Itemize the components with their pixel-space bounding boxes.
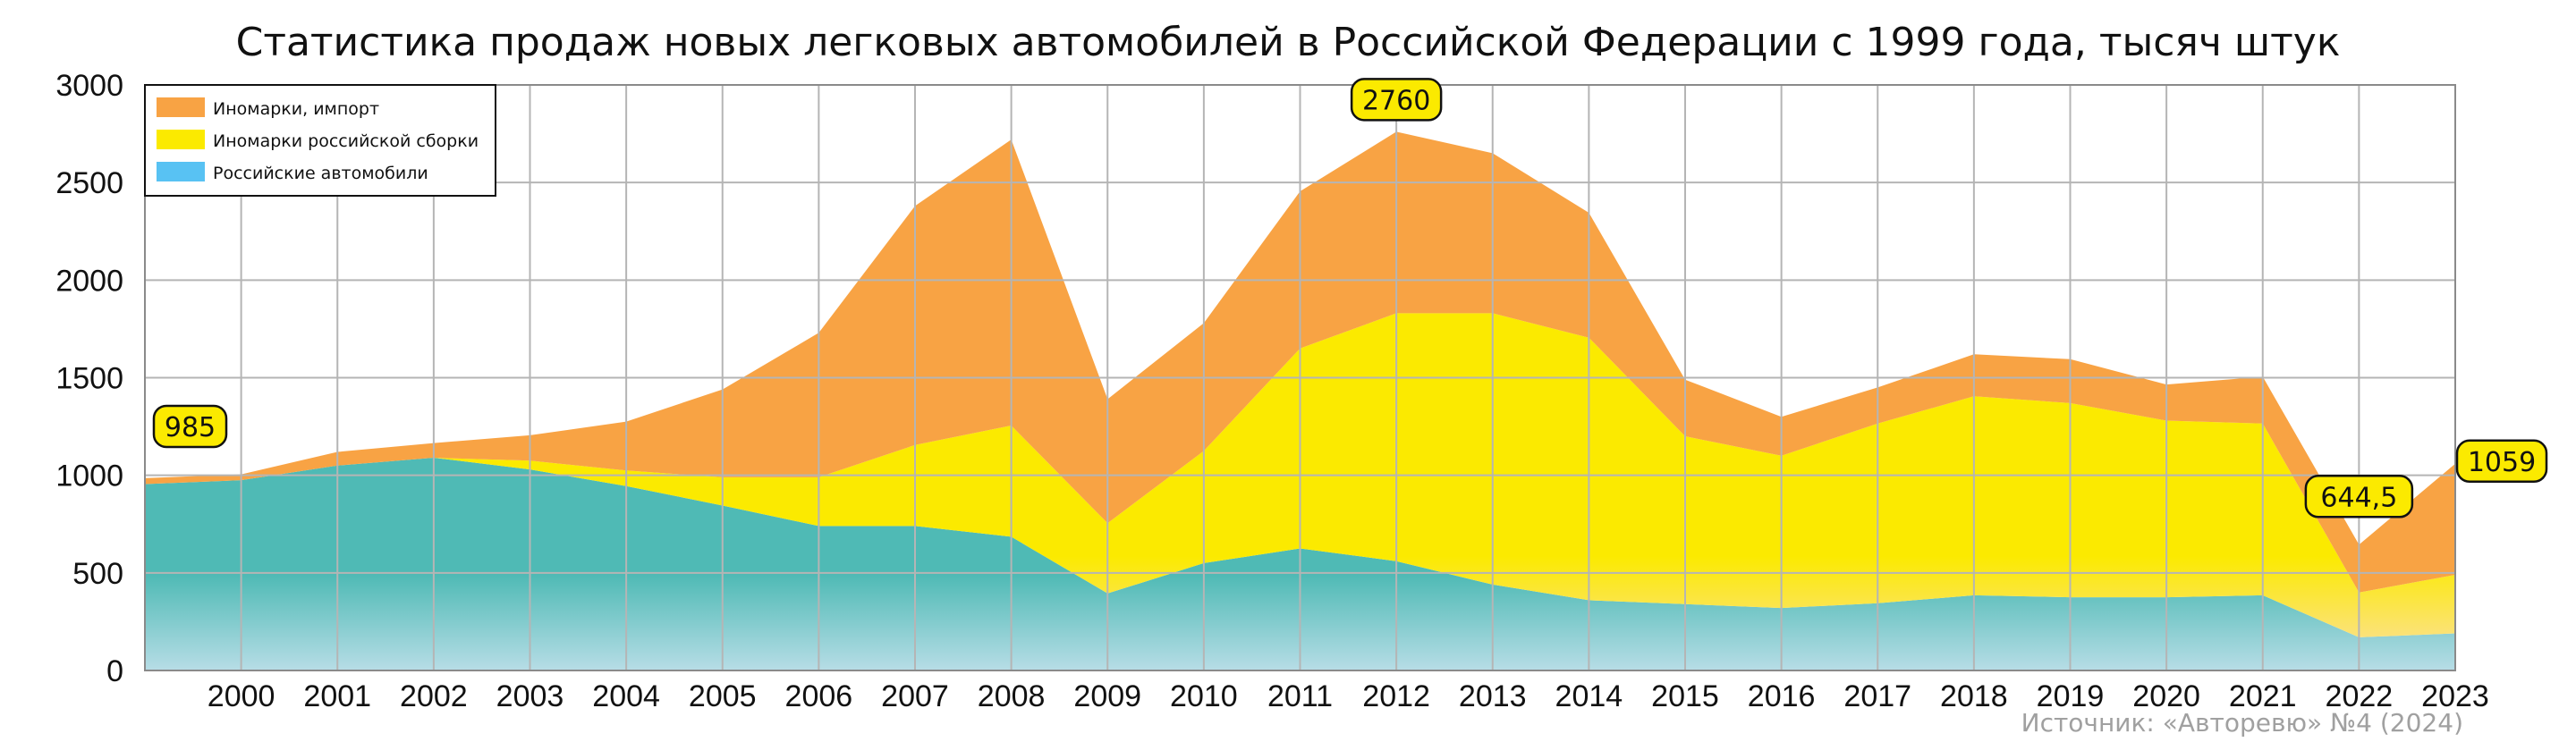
x-tick-label: 2008 [978, 679, 1046, 713]
callout: 985 [152, 404, 228, 449]
y-tick-label: 0 [106, 654, 123, 688]
callout-label: 1059 [2468, 447, 2536, 478]
x-tick-label: 2005 [689, 679, 757, 713]
x-tick-label: 2003 [496, 679, 564, 713]
callout-bubble [2455, 439, 2548, 484]
y-tick-label: 3000 [55, 69, 123, 103]
y-tick-label: 1000 [55, 460, 123, 493]
callout-label: 644,5 [2320, 482, 2397, 513]
legend: Иномарки, импорт Иномарки российской сбо… [144, 84, 496, 197]
x-tick-label: 2020 [2132, 679, 2200, 713]
x-tick-label: 2002 [400, 679, 468, 713]
x-tick-label: 2022 [2326, 679, 2394, 713]
x-tick-label: 2019 [2037, 679, 2105, 713]
callout-bubble [2304, 475, 2414, 519]
legend-swatch-russian [157, 162, 205, 181]
y-tick-label: 2000 [55, 264, 123, 298]
callout-label: 985 [165, 412, 216, 443]
y-axis-ticks: 0 500 1000 1500 2000 2500 3000 [55, 69, 123, 688]
y-tick-label: 2500 [55, 166, 123, 200]
x-tick-label: 2012 [1362, 679, 1430, 713]
source-note: Источник: «Авторевю» №4 (2024) [2021, 708, 2463, 738]
grid-lines [145, 85, 2455, 670]
x-tick-label: 2017 [1843, 679, 1911, 713]
x-tick-label: 2007 [881, 679, 949, 713]
legend-label-local-assembly: Иномарки российской сборки [213, 131, 479, 151]
x-tick-label: 2010 [1170, 679, 1238, 713]
x-tick-label: 2014 [1555, 679, 1623, 713]
callout-bubble [152, 404, 228, 449]
x-tick-label: 2011 [1267, 679, 1333, 713]
callout-bubble [1350, 78, 1443, 122]
legend-label-russian: Российские автомобили [213, 164, 428, 183]
x-tick-label: 2015 [1651, 679, 1719, 713]
legend-swatch-local-assembly [157, 130, 205, 149]
callout: 2760 [1350, 78, 1443, 122]
x-tick-label: 2006 [785, 679, 853, 713]
chart-title: Статистика продаж новых легковых автомоб… [236, 20, 2341, 65]
callout-label: 2760 [1362, 85, 1430, 116]
y-tick-label: 1500 [55, 362, 123, 396]
legend-label-import: Иномарки, импорт [213, 99, 379, 119]
callout: 644,5 [2304, 475, 2414, 519]
x-tick-label: 2009 [1073, 679, 1141, 713]
plot-frame [144, 84, 2456, 671]
x-tick-label: 2004 [592, 679, 660, 713]
x-tick-label: 2023 [2421, 679, 2489, 713]
x-tick-label: 2000 [208, 679, 275, 713]
value-callouts: 985 2760 644,5 1059 [152, 78, 2548, 519]
x-tick-label: 2013 [1459, 679, 1527, 713]
x-axis-ticks: 2000 2001 2002 2003 2004 2005 2006 2007 2008 2009… [208, 679, 2489, 713]
callout: 1059 [2455, 439, 2548, 484]
x-tick-label: 2016 [1748, 679, 1816, 713]
x-tick-label: 2001 [303, 679, 371, 713]
x-tick-label: 2021 [2229, 679, 2297, 713]
legend-swatch-import [157, 97, 205, 117]
y-tick-label: 500 [72, 557, 123, 591]
x-tick-label: 2018 [1940, 679, 2008, 713]
